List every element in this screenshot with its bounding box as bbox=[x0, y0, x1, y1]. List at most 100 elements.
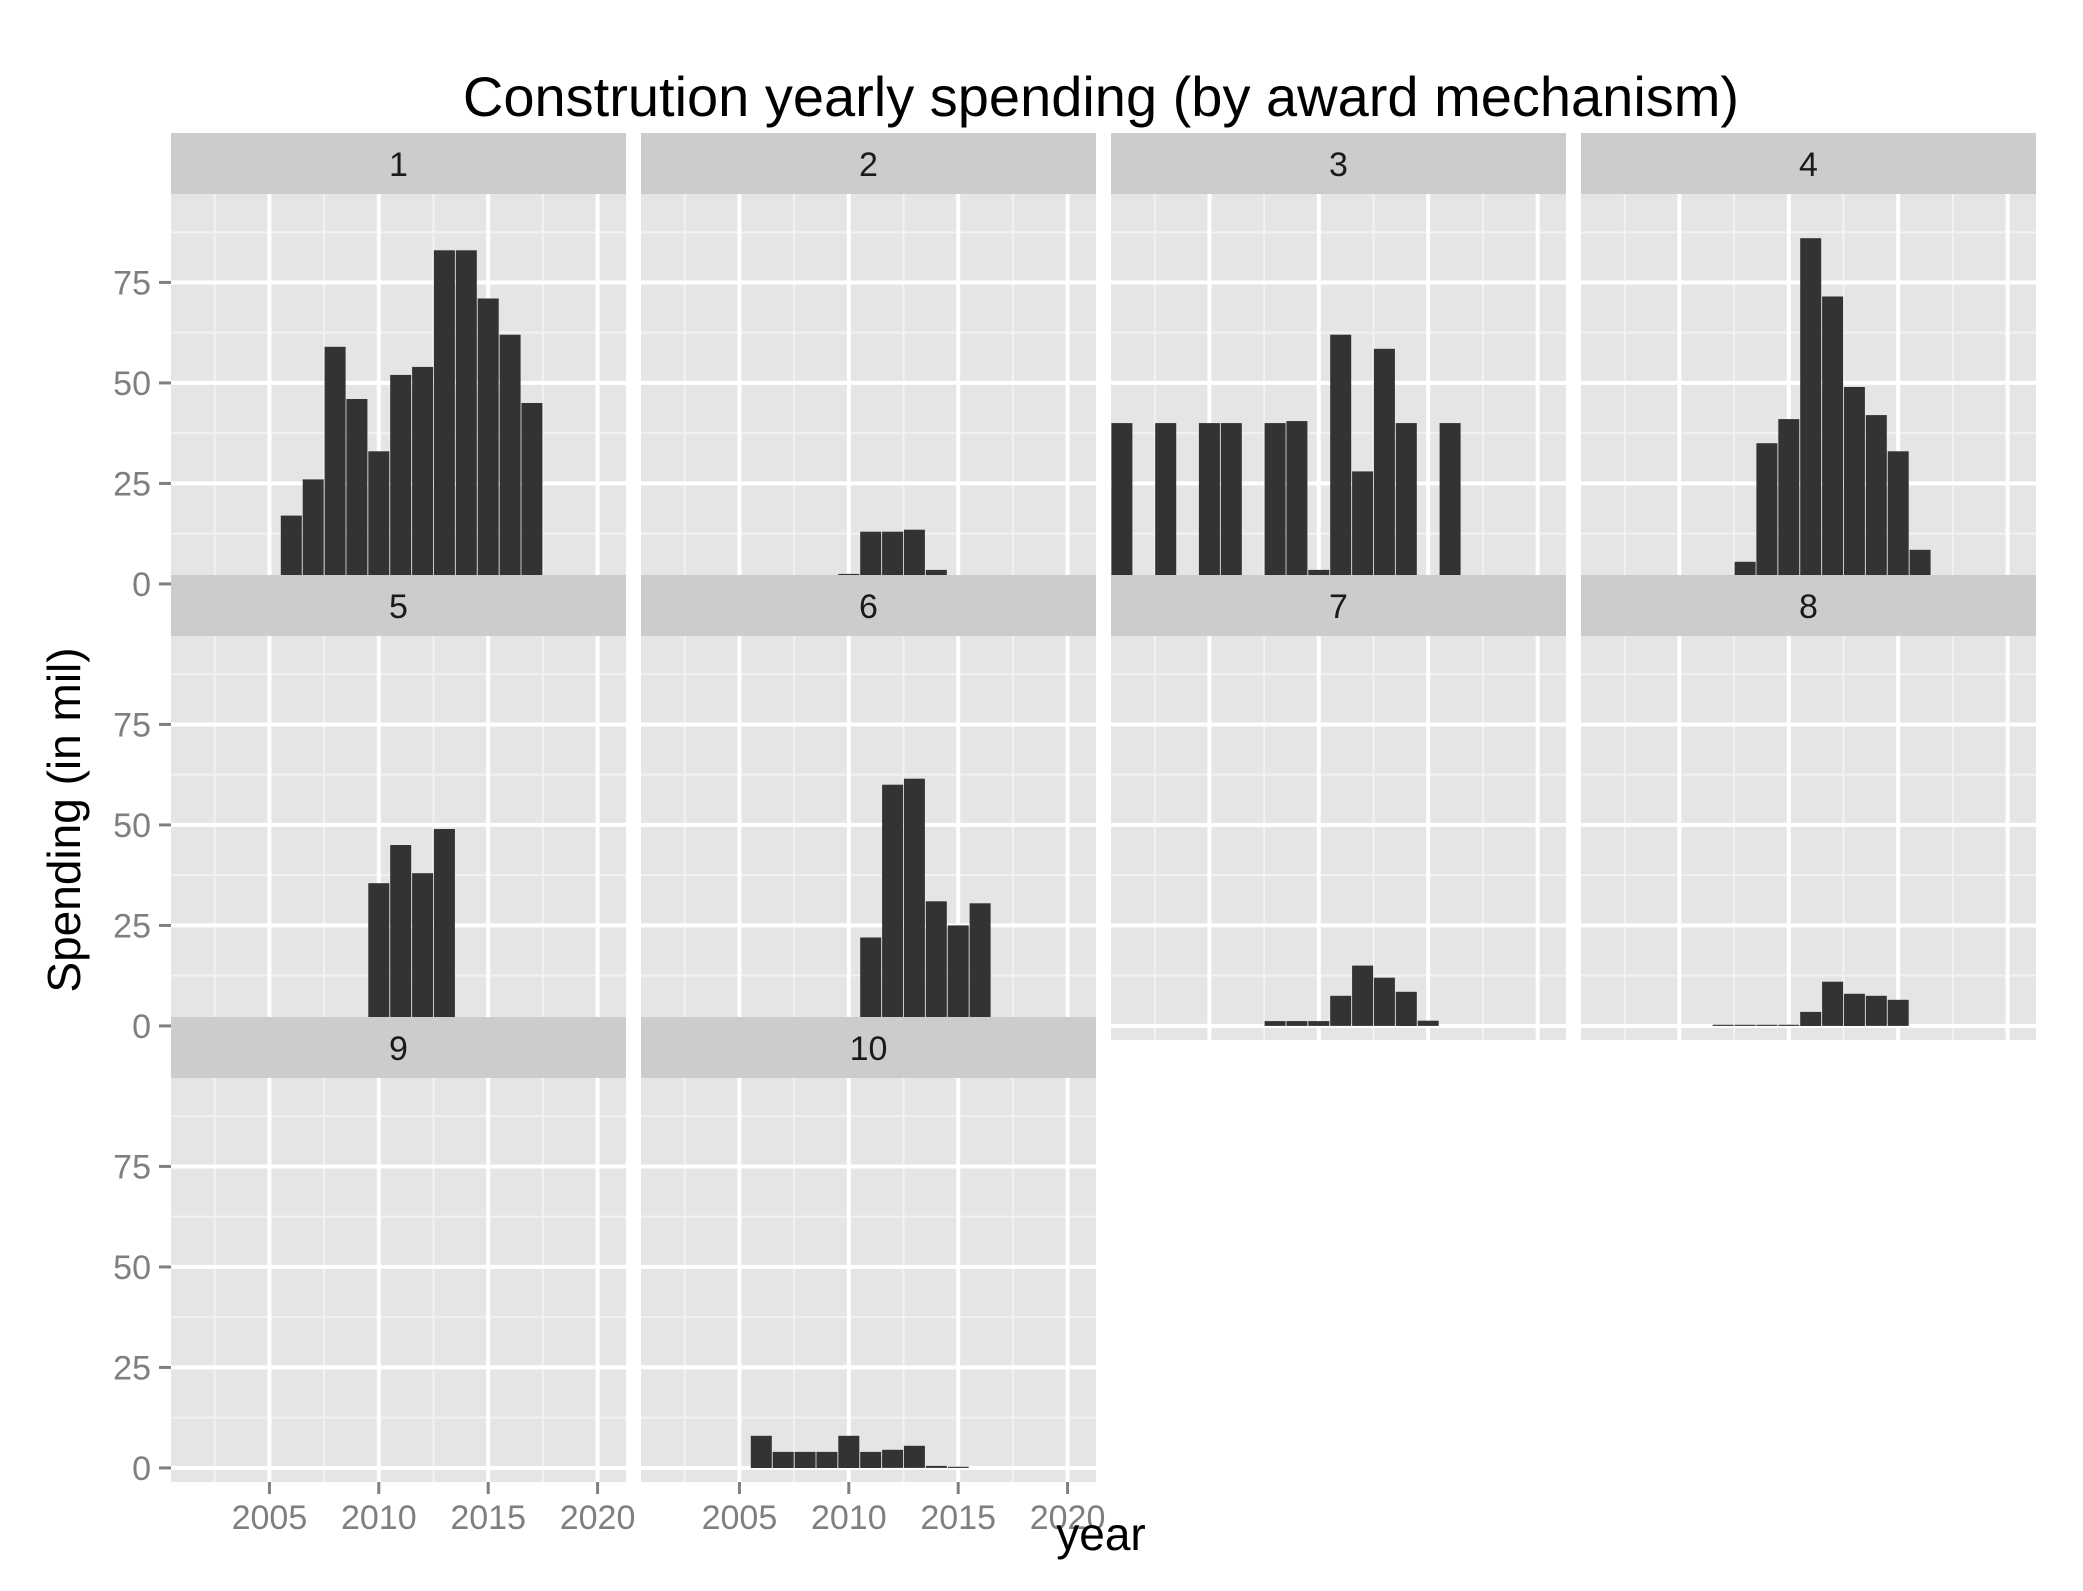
y-tick-label: 75 bbox=[113, 706, 151, 744]
bar bbox=[1417, 1020, 1439, 1026]
y-tick-label: 50 bbox=[113, 807, 151, 845]
facet-strip-label: 1 bbox=[389, 146, 408, 184]
bar bbox=[1800, 238, 1822, 584]
bar bbox=[1843, 387, 1865, 584]
facet-strip bbox=[171, 133, 626, 194]
bar bbox=[1822, 981, 1844, 1026]
bar bbox=[1865, 415, 1887, 584]
bar bbox=[903, 778, 925, 1026]
bar bbox=[1395, 991, 1417, 1026]
facet-panel-2: 2 bbox=[641, 133, 1096, 598]
bar bbox=[882, 1449, 904, 1468]
bar bbox=[925, 1465, 947, 1468]
x-tick-label: 2010 bbox=[811, 1499, 887, 1537]
y-axis-title: Spending (in mil) bbox=[38, 647, 90, 992]
bar bbox=[903, 529, 925, 584]
facet-strip-label: 4 bbox=[1799, 146, 1818, 184]
facet-panel-8: 8 bbox=[1581, 575, 2036, 1040]
bar bbox=[1439, 423, 1461, 584]
x-tick-label: 2015 bbox=[450, 1499, 526, 1537]
bar bbox=[1712, 1024, 1734, 1026]
facet-strip bbox=[1111, 575, 1566, 636]
bar bbox=[925, 901, 947, 1026]
facet-strip bbox=[641, 133, 1096, 194]
y-tick-label: 0 bbox=[132, 1008, 151, 1046]
facet-panel-4: 4 bbox=[1581, 133, 2036, 598]
x-tick-label: 2020 bbox=[560, 1499, 636, 1537]
facet-panel-3: 3 bbox=[1111, 133, 1566, 598]
facet-strip bbox=[1111, 133, 1566, 194]
y-tick-label: 25 bbox=[113, 907, 151, 945]
x-tick-label: 2005 bbox=[702, 1499, 778, 1537]
bar bbox=[1352, 965, 1374, 1026]
bar bbox=[1756, 443, 1778, 584]
bar bbox=[1734, 1024, 1756, 1026]
bar bbox=[1778, 419, 1800, 584]
bar bbox=[947, 1466, 969, 1468]
bar bbox=[302, 479, 324, 584]
bar bbox=[521, 403, 543, 584]
bar bbox=[368, 451, 390, 584]
bar bbox=[794, 1451, 816, 1468]
facet-strip bbox=[171, 575, 626, 636]
panel-background bbox=[641, 194, 1096, 598]
facet-strip-label: 7 bbox=[1329, 588, 1348, 626]
bar bbox=[433, 250, 455, 585]
x-tick-label: 2020 bbox=[1030, 1499, 1106, 1537]
bar bbox=[1373, 348, 1395, 584]
facet-strip-label: 8 bbox=[1799, 588, 1818, 626]
facet-strip bbox=[1581, 575, 2036, 636]
bar bbox=[750, 1435, 772, 1468]
facet-strip bbox=[641, 575, 1096, 636]
panel-background bbox=[1111, 636, 1566, 1040]
y-tick-label: 25 bbox=[113, 465, 151, 503]
bar bbox=[499, 334, 521, 584]
facet-strip-label: 6 bbox=[859, 588, 878, 626]
x-tick-label: 2005 bbox=[232, 1499, 308, 1537]
y-tick-label: 75 bbox=[113, 264, 151, 302]
bar bbox=[1330, 995, 1352, 1026]
bar bbox=[455, 250, 477, 585]
bar bbox=[969, 903, 991, 1026]
facet-panel-7: 7 bbox=[1111, 575, 1566, 1040]
x-tick-label: 2015 bbox=[920, 1499, 996, 1537]
bar bbox=[860, 937, 882, 1026]
facet-strip bbox=[641, 1017, 1096, 1078]
bar bbox=[412, 366, 434, 584]
facet-panel-1: 1 bbox=[171, 133, 626, 598]
bar bbox=[280, 515, 302, 584]
bar bbox=[1887, 451, 1909, 584]
bar bbox=[1756, 1024, 1778, 1026]
bar bbox=[1352, 471, 1374, 584]
bar bbox=[1308, 1021, 1330, 1026]
facet-strip bbox=[1581, 133, 2036, 194]
y-tick-label: 50 bbox=[113, 1249, 151, 1287]
facet-strip-label: 5 bbox=[389, 588, 408, 626]
facet-strip-label: 3 bbox=[1329, 146, 1348, 184]
bar bbox=[1220, 423, 1242, 584]
bar bbox=[1286, 421, 1308, 584]
facet-panel-5: 5 bbox=[171, 575, 626, 1040]
bar bbox=[433, 829, 455, 1026]
y-tick-label: 0 bbox=[132, 566, 151, 604]
bar bbox=[412, 873, 434, 1026]
bar bbox=[860, 1451, 882, 1468]
panel-background bbox=[641, 1078, 1096, 1482]
bar bbox=[903, 1445, 925, 1468]
bar bbox=[368, 883, 390, 1026]
bar bbox=[390, 845, 412, 1026]
x-axes: 2005 2010 2015 2020 2005 2010 2015 2020 bbox=[232, 1482, 1106, 1537]
bar bbox=[1887, 999, 1909, 1026]
facet-panels: 1 2 3 4 5 6 7 8 9 10 bbox=[171, 133, 2036, 1482]
panel-background bbox=[171, 1078, 626, 1482]
y-tick-label: 25 bbox=[113, 1349, 151, 1387]
bar bbox=[324, 346, 346, 584]
bar bbox=[1373, 977, 1395, 1026]
bar bbox=[1286, 1021, 1308, 1026]
panel-background bbox=[1581, 636, 2036, 1040]
bar bbox=[947, 925, 969, 1026]
bar bbox=[1800, 1011, 1822, 1026]
bar bbox=[1111, 423, 1133, 584]
facet-panel-9: 9 bbox=[171, 1017, 626, 1482]
